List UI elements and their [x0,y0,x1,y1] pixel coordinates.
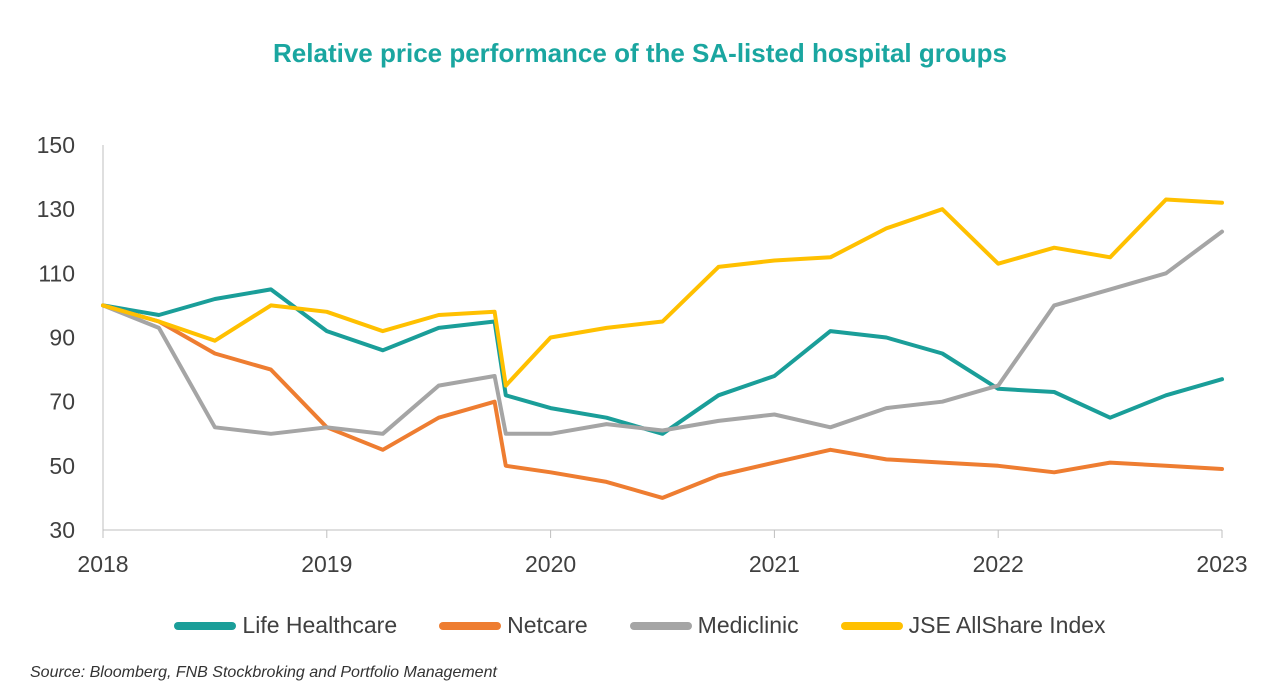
legend-item: Mediclinic [629,612,799,639]
legend-label: Netcare [507,612,588,638]
series-line-netcare [101,303,1224,500]
x-tick-label: 2018 [77,551,128,577]
y-tick-label: 30 [49,517,75,543]
y-tick-label: 90 [49,325,75,351]
x-axis: 2018 2019 2020 2021 2022 2023 [77,529,1248,577]
legend-item: Life Healthcare [174,612,397,639]
legend-label: Life Healthcare [242,612,398,638]
x-tick-label: 2023 [1196,551,1247,577]
legend-swatch [174,621,237,630]
x-tick-label: 2022 [973,551,1024,577]
y-tick-label: 70 [49,389,75,415]
legend-item: Netcare [439,612,588,639]
legend-swatch [840,621,903,630]
y-tick-label: 50 [49,453,75,479]
legend-label: Mediclinic [697,612,799,638]
y-tick-label: 110 [38,260,75,286]
source-note: Source: Bloomberg, FNB Stockbroking and … [30,664,497,681]
x-tick-label: 2020 [525,551,576,577]
x-tick-label: 2019 [301,551,352,577]
chart-title: Relative price performance of the SA-lis… [273,38,1007,68]
series-line-life-healthcare [101,287,1224,436]
x-tick-label: 2021 [749,551,800,577]
legend-label: JSE AllShare Index [908,612,1106,638]
legend-item: JSE AllShare Index [840,612,1106,639]
series-line-mediclinic [101,229,1224,436]
y-axis: 30 50 70 90 110 130 150 [37,132,104,543]
y-tick-label: 130 [37,196,75,222]
legend-swatch [439,621,502,630]
legend-swatch [629,621,692,630]
y-tick-label: 150 [37,132,75,158]
legend: Life Healthcare Netcare Mediclinic JSE AllS… [0,612,1280,639]
series-line-jse-allshare-index [101,197,1224,388]
plot-series [101,197,1224,500]
